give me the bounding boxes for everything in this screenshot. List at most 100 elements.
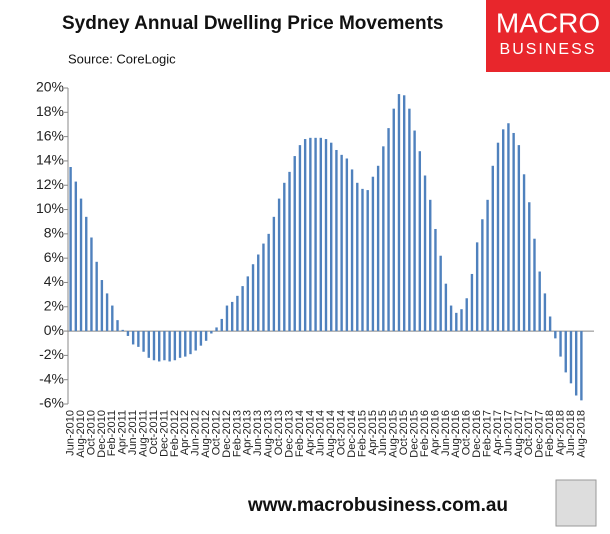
bar	[335, 149, 338, 332]
bar	[580, 331, 583, 401]
x-tick-label: Apr-2015	[367, 410, 379, 455]
bar	[548, 316, 552, 332]
bar	[246, 276, 250, 332]
x-tick-label: Dec-2016	[471, 410, 483, 458]
bar	[512, 132, 515, 332]
x-tick-label: Aug-2013	[263, 410, 275, 458]
bar	[272, 216, 276, 332]
x-tick-label: Apr-2013	[242, 410, 254, 455]
bar	[507, 123, 510, 332]
x-tick-label: Feb-2012	[169, 410, 181, 457]
bar	[257, 254, 260, 332]
bar	[220, 318, 223, 332]
bar	[69, 167, 72, 332]
bar	[413, 130, 416, 332]
bar	[194, 331, 197, 351]
x-tick-label: Jun-2015	[377, 410, 389, 456]
bar	[225, 305, 229, 332]
bar	[475, 242, 479, 332]
bar	[293, 156, 296, 332]
bar	[121, 329, 124, 332]
y-tick-label: 12%	[36, 176, 64, 192]
bar	[522, 174, 526, 332]
x-tick-label: Oct-2014	[336, 410, 348, 455]
bar	[486, 199, 489, 332]
bar	[455, 312, 458, 332]
bar	[262, 243, 265, 332]
bar	[314, 137, 317, 332]
bar	[559, 331, 562, 357]
bar	[460, 309, 463, 332]
bar	[116, 320, 119, 332]
bar	[147, 331, 150, 358]
y-tick-label: 20%	[36, 79, 64, 95]
bar	[330, 142, 333, 332]
wolf-icon	[555, 479, 597, 527]
x-tick-label: Aug-2018	[575, 410, 587, 458]
x-tick-label: Jun-2013	[252, 410, 264, 456]
bar	[496, 142, 500, 332]
x-tick-label: Oct-2015	[398, 410, 410, 455]
x-tick-label: Feb-2017	[481, 410, 493, 457]
bar	[105, 293, 109, 332]
bar	[533, 238, 536, 332]
x-tick-label: Oct-2017	[523, 410, 535, 455]
x-tick-label: Dec-2011	[158, 410, 170, 457]
bar	[418, 151, 422, 332]
bar	[574, 331, 578, 396]
bar	[178, 331, 182, 358]
x-tick-label: Feb-2011	[106, 410, 118, 456]
bar	[95, 261, 98, 332]
bar	[371, 176, 375, 332]
bar	[439, 255, 442, 332]
x-tick-label: Oct-2013	[273, 410, 285, 455]
bar	[309, 137, 312, 332]
bar	[491, 165, 494, 332]
bar	[392, 108, 395, 332]
x-tick-label: Jun-2011	[127, 410, 139, 455]
x-tick-label: Dec-2015	[409, 410, 421, 458]
bar	[236, 295, 239, 332]
y-tick-label: -6%	[39, 395, 64, 411]
x-tick-label: Apr-2011	[117, 410, 129, 454]
x-tick-label: Feb-2014	[294, 410, 306, 457]
bar	[517, 145, 521, 332]
chart-subtitle: Source: CoreLogic	[68, 51, 176, 66]
x-tick-label: Aug-2010	[75, 410, 87, 458]
bar	[502, 129, 505, 332]
x-tick-label: Jun-2016	[440, 410, 452, 456]
bar	[481, 219, 484, 332]
y-tick-label: 0%	[44, 322, 64, 338]
chart-title: Sydney Annual Dwelling Price Movements	[62, 13, 444, 34]
x-tick-label: Apr-2016	[429, 410, 441, 455]
footer-url: www.macrobusiness.com.au	[247, 495, 508, 516]
x-tick-label: Aug-2012	[200, 410, 212, 458]
y-tick-label: -2%	[39, 346, 64, 362]
x-tick-label: Jun-2010	[65, 410, 77, 456]
x-tick-label: Feb-2018	[544, 410, 556, 457]
x-tick-label: Oct-2016	[461, 410, 473, 455]
bar	[408, 108, 411, 332]
y-tick-label: -4%	[39, 370, 64, 386]
bar	[173, 331, 177, 361]
x-tick-label: Apr-2017	[492, 410, 504, 455]
bar	[538, 271, 541, 332]
x-tick-label: Jun-2017	[502, 410, 514, 456]
logo-text: BUSINESS	[500, 41, 597, 58]
bar	[397, 94, 401, 332]
bar	[163, 331, 166, 361]
bar	[444, 283, 448, 332]
logo-text: MACRO	[496, 7, 600, 38]
y-tick-label: 16%	[36, 127, 64, 143]
bar	[449, 305, 453, 332]
bar	[356, 182, 359, 332]
bar	[111, 305, 114, 332]
bar	[402, 95, 406, 332]
bar	[465, 298, 468, 332]
bar	[251, 264, 255, 332]
y-tick-label: 2%	[44, 297, 64, 313]
bar	[79, 198, 83, 332]
x-tick-label: Feb-2015	[356, 410, 368, 457]
x-tick-label: Oct-2010	[85, 410, 97, 455]
